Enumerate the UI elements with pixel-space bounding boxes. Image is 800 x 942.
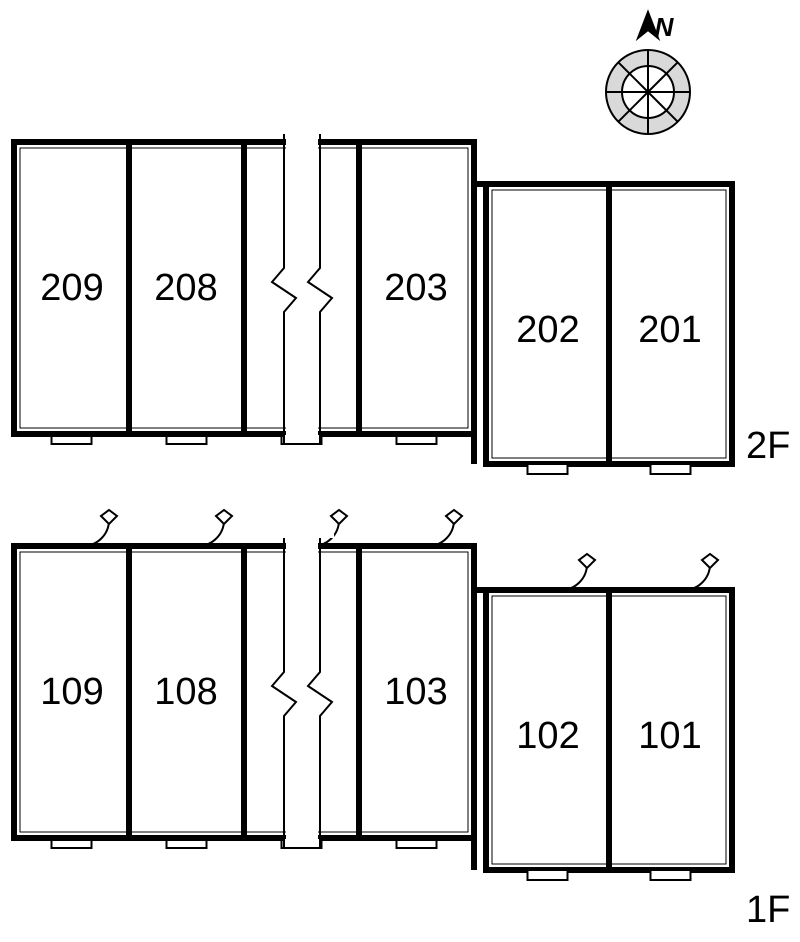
room-label-202: 202 <box>516 309 579 351</box>
room-label-203: 203 <box>384 267 447 309</box>
room-label-208: 208 <box>154 267 217 309</box>
room-label-108: 108 <box>154 671 217 713</box>
room-label-201: 201 <box>638 309 701 351</box>
floor-2F: 209 208 203 202 201 2F <box>14 130 790 474</box>
room-label-102: 102 <box>516 715 579 757</box>
room-label-109: 109 <box>40 671 103 713</box>
room-label-209: 209 <box>40 267 103 309</box>
floor-label-1F: 1F <box>746 889 790 931</box>
floor-label-2F: 2F <box>746 425 790 467</box>
compass-n-label: N <box>655 12 675 42</box>
floorplan-svg: N 209 208 203 202 201 2F 109 108 103 102 101 1F <box>0 0 800 942</box>
room-label-101: 101 <box>638 715 701 757</box>
room-label-103: 103 <box>384 671 447 713</box>
